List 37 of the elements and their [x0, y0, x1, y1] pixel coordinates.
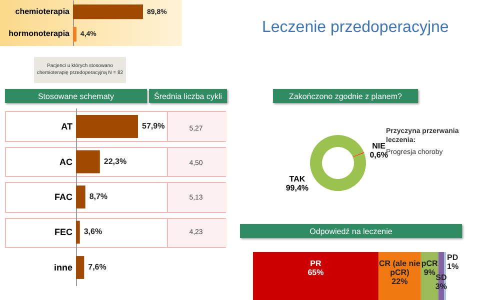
chart-title: Zakończono zgodnie z planem?: [273, 89, 418, 103]
donut-slice: [352, 152, 364, 158]
chart-title: Stosowane schematy: [5, 89, 147, 103]
y-tick-label: AC: [60, 156, 73, 167]
bar: [76, 220, 80, 244]
y-tick-label: hormonoterapia: [8, 29, 70, 38]
text: Leczenie przedoperacyjne: [262, 19, 449, 37]
series-label: PR: [310, 259, 322, 268]
y-tick-label: FEC: [54, 227, 73, 238]
series-label: PD: [447, 253, 458, 262]
bar: [76, 256, 84, 279]
bar: [76, 115, 138, 138]
chart-title: Odpowiedź na leczenie: [240, 224, 462, 238]
bar: [253, 252, 378, 300]
data-label: 3,6%: [84, 227, 102, 236]
text: Średnia liczba cykli: [149, 89, 227, 103]
y-tick-label: chemioterapia: [15, 6, 70, 16]
series-label: CR (ale nie pCR): [379, 259, 421, 277]
y-tick-label: FAC: [54, 192, 73, 202]
slice-label: TAK: [289, 174, 306, 184]
bar: [76, 150, 100, 174]
data-label: 99,4%: [286, 183, 309, 192]
data-label: 57,9%: [142, 122, 165, 131]
data-label: 22%: [392, 277, 408, 286]
data-label: 8,7%: [89, 192, 108, 201]
series-label: pCR: [421, 259, 438, 268]
data-label: 0,6%: [370, 150, 388, 160]
data-label: 22,3%: [104, 156, 127, 166]
data-label: 7,6%: [88, 262, 106, 272]
donut-slice: [310, 135, 366, 192]
slice-label: NIE: [372, 142, 386, 151]
data-label: 1%: [447, 262, 459, 271]
y-tick-label: AT: [61, 122, 73, 132]
bar: [76, 186, 86, 208]
y-tick-label: inne: [54, 262, 72, 272]
data-label: 65%: [308, 268, 324, 277]
data-label: 9%: [424, 268, 436, 277]
